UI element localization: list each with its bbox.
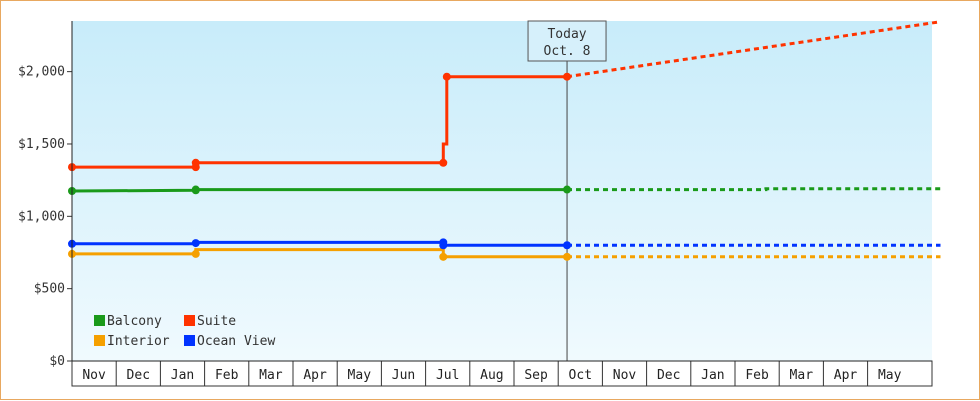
month-label: Feb [745, 368, 769, 383]
month-label: Nov [82, 368, 106, 383]
legend-swatch [184, 335, 195, 346]
today-label-box [527, 20, 607, 62]
y-tick-label: $2,000 [18, 65, 65, 80]
month-label: Aug [480, 368, 503, 383]
month-label: May [878, 368, 902, 383]
data-point [439, 252, 448, 261]
legend-item-suite: Suite [184, 314, 236, 329]
legend-swatch [94, 315, 105, 326]
series-line [72, 240, 567, 247]
legend-swatch [94, 335, 105, 346]
series-projection-line [567, 187, 941, 192]
data-point [191, 185, 200, 194]
today-label: Today [547, 27, 586, 42]
legend-label: Balcony [107, 314, 162, 329]
legend-label: Suite [197, 314, 236, 329]
series-suite [68, 20, 941, 172]
month-label: May [348, 368, 372, 383]
y-tick-label: $1,000 [18, 209, 65, 224]
month-label: Nov [613, 368, 637, 383]
month-label: Jan [171, 368, 194, 383]
legend-item-interior: Interior [94, 334, 170, 349]
month-label: Mar [790, 368, 814, 383]
series-interior [68, 248, 941, 261]
data-point [439, 241, 448, 250]
month-label: Jul [436, 368, 459, 383]
month-label: Jan [701, 368, 724, 383]
legend-item-ocean-view: Ocean View [184, 334, 275, 349]
month-label: Oct [569, 368, 592, 383]
month-label: Apr [303, 368, 327, 383]
data-point [191, 158, 200, 167]
legend-label: Ocean View [197, 334, 275, 349]
month-bar-box [71, 360, 933, 387]
today-marker: Today Oct. 8 [527, 20, 607, 361]
data-point [563, 241, 572, 250]
month-label: Apr [834, 368, 858, 383]
month-label: Dec [657, 368, 680, 383]
month-label: Mar [259, 368, 283, 383]
month-label: Dec [127, 368, 150, 383]
legend-label: Interior [107, 334, 170, 349]
series-line [72, 248, 567, 259]
data-point [563, 185, 572, 194]
data-point [439, 158, 448, 167]
y-tick-label: $1,500 [18, 137, 65, 152]
legend-swatch [184, 315, 195, 326]
series-lines [68, 20, 941, 261]
month-label: Jun [392, 368, 415, 383]
y-axis-ticks: $0 $500 $1,000 $1,500 $2,000 [18, 65, 72, 369]
y-tick-label: $500 [34, 282, 65, 297]
legend: Balcony Suite Interior Ocean View [94, 314, 275, 349]
data-point [191, 239, 200, 248]
x-axis-month-bar: Nov Dec Jan Feb Mar Apr May Jun Jul Aug Sep Oct Nov D… [71, 360, 933, 387]
y-tick-label: $0 [49, 354, 65, 369]
month-label: Sep [524, 368, 548, 383]
month-label: Feb [215, 368, 239, 383]
series-ocean-view [68, 238, 941, 250]
series-line [71, 188, 567, 193]
data-point [191, 249, 200, 258]
data-point [563, 72, 572, 81]
legend-item-balcony: Balcony [94, 314, 162, 329]
today-date: Oct. 8 [544, 44, 591, 59]
data-point [442, 72, 451, 81]
data-point [563, 252, 572, 261]
